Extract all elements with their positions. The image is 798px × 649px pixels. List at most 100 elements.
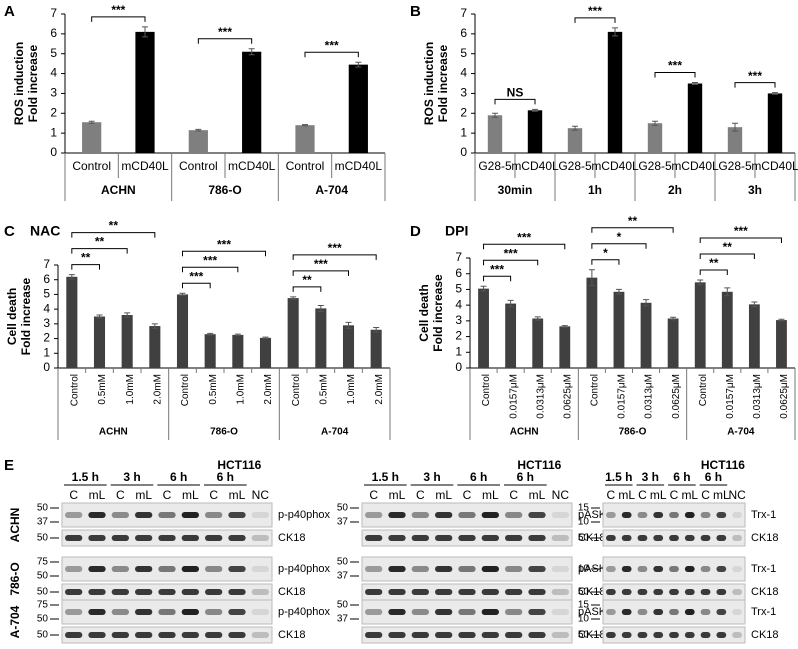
bar [135,31,155,153]
error-bar [355,61,362,68]
blot-band [669,512,679,518]
time-label: 6 h [705,470,722,484]
blot-band [621,589,632,595]
y-tick-label: 3 [50,86,57,100]
blot-band [111,535,129,541]
blot-band [621,512,632,518]
panel-letter: C [4,223,15,240]
significance-label: ** [109,219,119,233]
group-label: A-704 [727,427,755,438]
bar [295,125,315,153]
band-label: CK18 [751,629,779,641]
x-tick-label: 0.0313μM [644,374,655,419]
time-label: 6 h [170,470,187,484]
y-tick-label: 5 [455,282,462,296]
error-bar [643,299,650,307]
x-tick-label: 2.0mM [152,374,163,405]
group-label: ACHN [510,427,539,438]
band-label: p-p40phox [278,509,330,521]
y-tick-label: 3 [460,86,467,100]
cell-line-label: HCT116 [701,458,745,472]
significance-bracket [699,237,782,243]
bar [532,318,544,368]
lane-label: C [607,488,616,502]
band-label: CK18 [278,532,306,544]
error-bar [692,82,698,85]
blot-band [732,632,742,638]
blot-band [505,589,523,595]
blot-band [111,632,129,638]
x-tick-label: mCD40L [751,159,798,173]
x-tick-label: 0.5mM [318,374,329,405]
blot-band [528,566,546,572]
error-bar [697,279,704,286]
blot-band [458,535,476,541]
blot-band [458,512,476,518]
blot-band [365,632,383,638]
y-tick-label: 1 [50,125,57,139]
bar [487,115,503,153]
blot-band [653,512,664,518]
blot-band [251,632,269,638]
error-bar [615,288,622,295]
significance-label: ** [709,256,719,270]
blot-band [621,632,632,638]
marker-label: 37 [337,517,349,528]
marker-label: 37 [337,614,349,625]
blot-band [251,535,269,541]
y-axis-label: ROS induction [12,42,26,125]
lane-label: mL [713,488,730,502]
band-label: Trx-1 [751,563,776,575]
x-tick-label: Control [590,374,601,406]
x-tick-label: mCD40L [228,159,276,173]
significance-label: *** [325,38,339,52]
time-label: 6 h [673,470,690,484]
error-bar [612,27,618,37]
significance-bracket [699,269,728,275]
bar [527,110,543,153]
x-tick-label: mCD40L [671,159,719,173]
blot-band [65,535,83,541]
row-label: ACHN [8,508,22,543]
error-bar [561,325,568,328]
bar [586,277,598,368]
y-tick-label: 3 [43,316,50,330]
marker-label: 50 [578,587,590,598]
error-bar [345,321,352,329]
marker-label: 15 [578,600,590,611]
row-label: A-704 [8,605,22,638]
significance-bracket [654,72,696,78]
bar [640,302,652,368]
y-axis-label: Cell death [417,284,431,341]
band-label: Trx-1 [751,509,776,521]
significance-bracket [182,250,266,257]
blot-band [181,609,199,615]
band-label: CK18 [278,586,306,598]
significance-bracket [292,270,349,276]
error-bar [151,323,158,329]
blot-band [65,512,83,518]
blot-band [551,609,569,615]
blot-band [411,535,429,541]
significance-label: *** [203,253,217,267]
blot-band [700,512,711,518]
bar [607,31,623,153]
blot-band [251,609,269,615]
blot-band [716,609,727,615]
significance-label: *** [490,262,504,276]
bar [259,337,272,368]
blot-band [700,632,711,638]
blot-band [111,512,129,518]
panel-title: DPI [445,223,468,239]
blot-band [505,512,523,518]
bar [342,325,355,368]
x-tick-label: 0.5mM [208,374,219,405]
time-label: 1.5 h [72,470,99,484]
bar [478,288,489,368]
y-tick-label: 0 [43,360,50,374]
blot-band [621,566,632,572]
blot-band [135,632,153,638]
error-bar [262,336,269,340]
marker-label: 50 [37,614,49,625]
error-bar [751,301,758,308]
